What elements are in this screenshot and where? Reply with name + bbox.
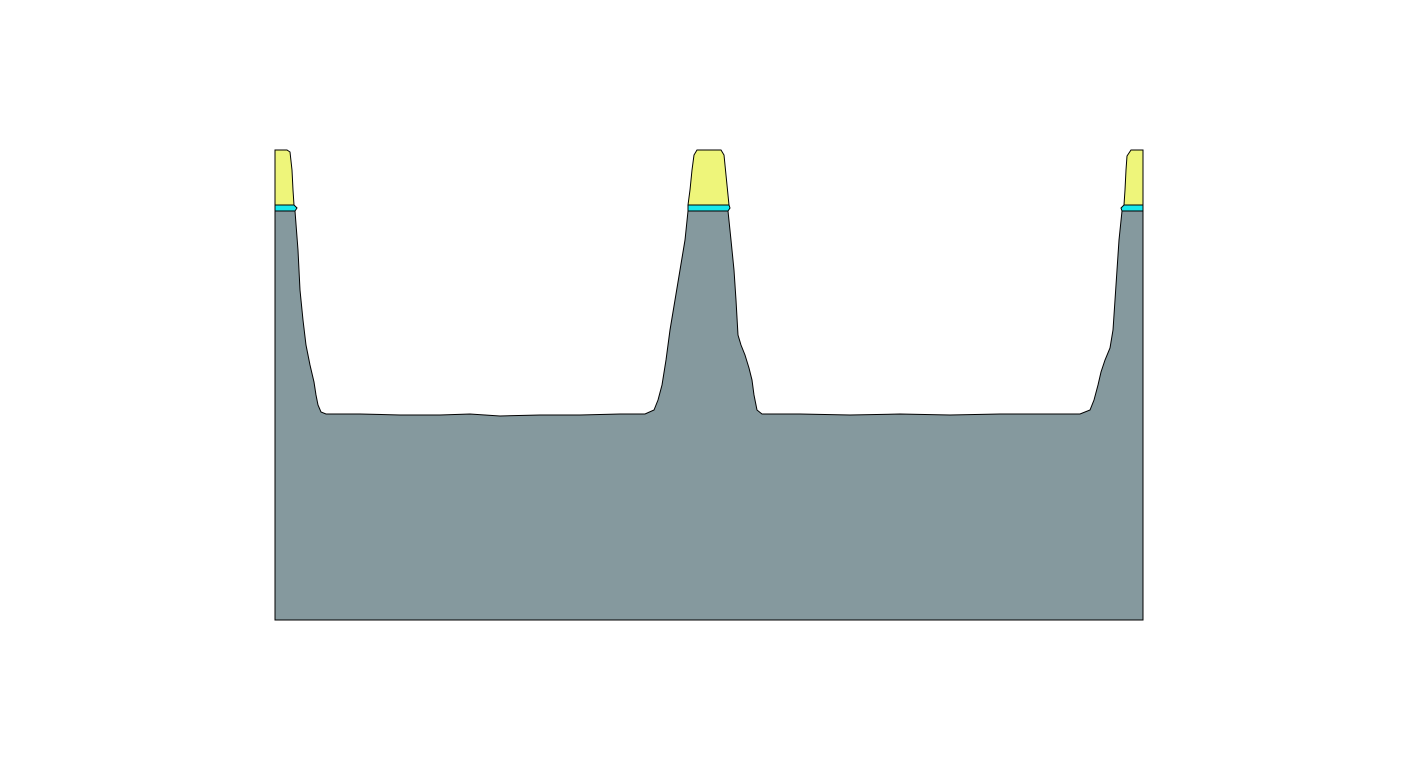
mask-center — [687, 149, 730, 206]
mask-left — [274, 149, 295, 206]
interlayer-left — [274, 204, 298, 212]
mask-right — [1123, 149, 1144, 206]
domain-outline — [274, 150, 1144, 621]
interlayer-right — [1120, 204, 1144, 212]
substrate-region — [274, 210, 1144, 621]
interlayer-center — [687, 204, 731, 212]
